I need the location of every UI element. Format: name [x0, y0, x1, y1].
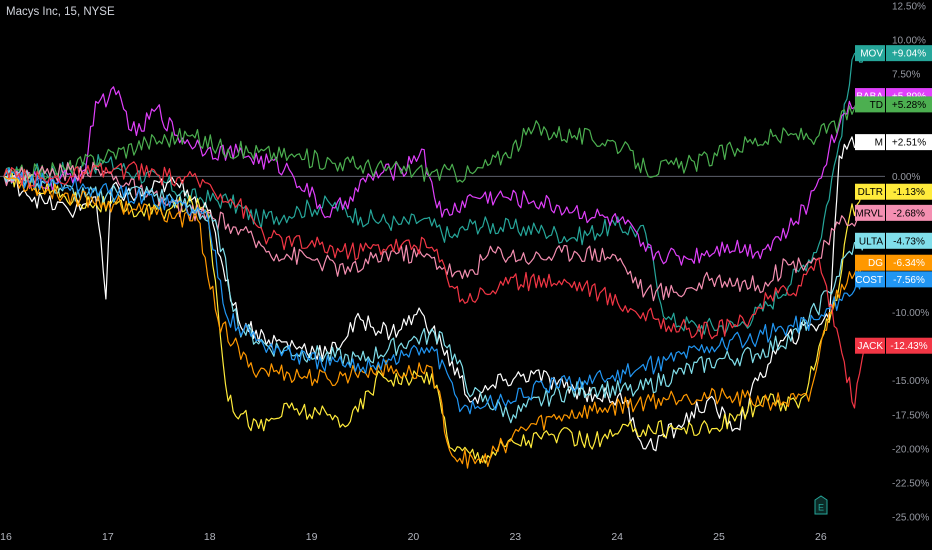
y-tick-label: -15.00%: [892, 376, 929, 387]
badge-symbol: M: [875, 138, 883, 149]
series-line-td[interactable]: [3, 97, 866, 183]
badge-jack: JACK -12.43%: [855, 337, 932, 354]
series-line-jack[interactable]: [3, 161, 866, 409]
x-tick-label: 24: [611, 531, 623, 543]
x-tick-label: 16: [0, 531, 12, 543]
y-tick-label: -22.50%: [892, 478, 929, 489]
badge-mov: MOV +9.04%: [855, 45, 932, 62]
series-line-dg[interactable]: [3, 175, 866, 469]
badge-dg: DG -6.34%: [855, 254, 932, 271]
series-line-mov[interactable]: [3, 51, 866, 335]
badge-symbol: DLTR: [858, 187, 883, 198]
series-layer: [3, 51, 866, 469]
badge-symbol: ULTA: [859, 236, 883, 247]
badge-value: +5.28%: [892, 100, 926, 111]
badge-value: -4.73%: [893, 236, 925, 247]
series-line-dltr[interactable]: [3, 168, 866, 464]
badge-value: -7.56%: [893, 275, 925, 286]
y-tick-label: 10.00%: [892, 36, 926, 47]
badge-value: +2.51%: [892, 138, 926, 149]
badge-symbol: COST: [855, 275, 883, 286]
badge-value: -2.68%: [893, 208, 925, 219]
chart-title: Macys Inc, 15, NYSE: [6, 6, 115, 18]
badge-value: +9.04%: [892, 49, 926, 60]
x-tick-label: 23: [509, 531, 521, 543]
y-tick-label: -17.50%: [892, 410, 929, 421]
badge-m: M +2.51%: [855, 134, 932, 151]
x-tick-label: 18: [204, 531, 216, 543]
badge-symbol: JACK: [857, 341, 883, 352]
badge-symbol: MRVL: [855, 208, 883, 219]
y-axis: 12.50% 10.00% 7.50% 0.00% -10.00% -15.00% -17.…: [892, 2, 929, 524]
series-line-m[interactable]: [3, 136, 865, 452]
badge-mrvl: MRVL -2.68%: [855, 204, 932, 221]
svg-text:E: E: [818, 503, 824, 513]
y-tick-label: 7.50%: [892, 70, 920, 81]
y-tick-label: -20.00%: [892, 444, 929, 455]
badge-symbol: DG: [868, 258, 883, 269]
badge-cost: COST -7.56%: [855, 271, 932, 288]
series-line-ulta[interactable]: [3, 168, 866, 424]
e-flag-icon[interactable]: E: [814, 495, 828, 515]
badge-ulta: ULTA -4.73%: [855, 232, 932, 249]
badge-value: -1.13%: [893, 187, 925, 198]
badge-dltr: DLTR -1.13%: [855, 183, 932, 200]
x-axis: 16 17 18 19 20 23 24 25 26: [0, 531, 827, 543]
y-tick-label: 0.00%: [892, 172, 920, 183]
x-tick-label: 19: [306, 531, 318, 543]
y-tick-label: -25.00%: [892, 513, 929, 524]
badge-symbol: TD: [870, 100, 883, 111]
x-tick-label: 17: [102, 531, 114, 543]
x-tick-label: 20: [408, 531, 420, 543]
y-tick-label: 12.50%: [892, 2, 926, 13]
series-line-mrvl[interactable]: [3, 161, 865, 302]
last-value-badges: MOV+9.04%BABA+5.89%TD+5.28%M+2.51%DLTR-1…: [855, 45, 932, 354]
x-tick-label: 26: [815, 531, 827, 543]
y-tick-label: -10.00%: [892, 308, 929, 319]
badge-value: -6.34%: [893, 258, 925, 269]
badge-symbol: MOV: [860, 49, 883, 60]
badge-td: TD +5.28%: [855, 96, 932, 113]
series-line-cost[interactable]: [3, 167, 866, 415]
series-line-baba[interactable]: [3, 86, 865, 266]
badge-value: -12.43%: [890, 341, 927, 352]
x-tick-label: 25: [713, 531, 725, 543]
